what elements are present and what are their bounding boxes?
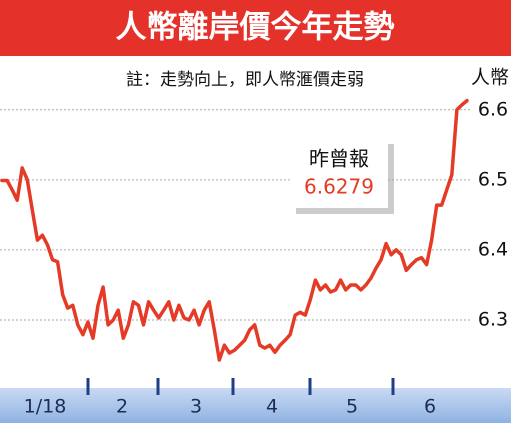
x-axis-band (0, 388, 511, 423)
x-tick-label: 1/18 (24, 396, 67, 418)
annotation: 昨曾報 (309, 147, 369, 171)
plot: 6.3 6.4 6.5 6.6 1/18 2 3 4 5 6 (0, 98, 508, 418)
annotation-value: 6.6279 (304, 175, 374, 199)
y-tick-label: 6.4 (478, 238, 508, 260)
x-tick-label: 2 (116, 396, 128, 418)
y-tick-label: 6.6 (478, 98, 508, 120)
y-tick-label: 6.3 (478, 309, 508, 331)
title-banner (0, 0, 511, 56)
y-tick-label: 6.5 (478, 168, 508, 190)
y-axis-label: 人幣 (471, 67, 509, 89)
x-tick-label: 3 (190, 396, 202, 418)
line (0, 98, 469, 362)
x-tick-label: 5 (346, 396, 358, 418)
x-tick-label: 4 (266, 396, 278, 418)
callout-box (290, 138, 388, 208)
note: 註：走勢向上，即人幣滙價走弱 (126, 70, 364, 90)
x-tick-label: 6 (424, 396, 436, 418)
chart-title: 人幣離岸價今年走勢 (116, 10, 395, 46)
